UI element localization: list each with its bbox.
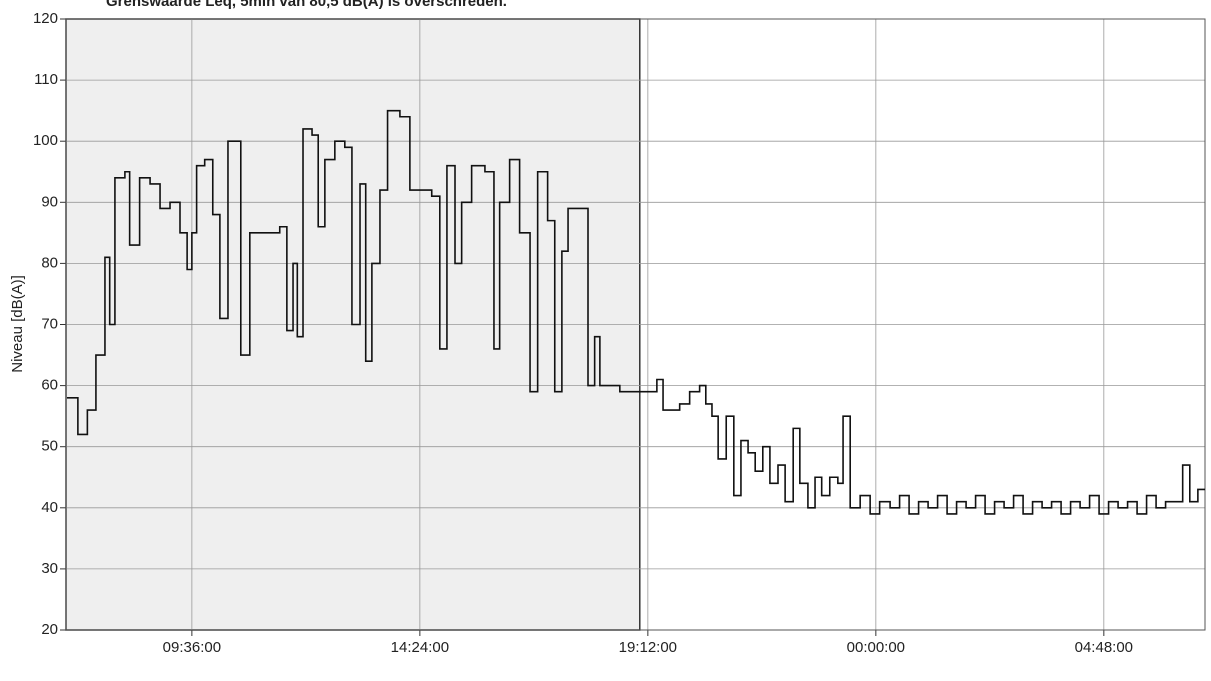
y-tick-label: 20 xyxy=(41,621,58,638)
y-tick-label: 60 xyxy=(41,377,58,394)
y-tick-label: 80 xyxy=(41,254,58,271)
y-tick-label: 90 xyxy=(41,193,58,210)
x-tick-label: 00:00:00 xyxy=(847,639,905,656)
y-tick-label: 110 xyxy=(34,71,58,88)
x-tick-label: 09:36:00 xyxy=(163,639,221,656)
chart-title: Grenswaarde Leq, 5min van 80,5 dB(A) is … xyxy=(106,0,507,10)
y-tick-label: 120 xyxy=(33,10,58,27)
y-tick-label: 50 xyxy=(41,438,58,455)
y-axis-label: Niveau [dB(A)] xyxy=(9,275,26,373)
x-tick-label: 19:12:00 xyxy=(619,639,677,656)
x-tick-label: 04:48:00 xyxy=(1075,639,1133,656)
x-tick-label: 14:24:00 xyxy=(391,639,449,656)
y-tick-label: 70 xyxy=(41,315,58,332)
plot-frame xyxy=(65,18,1206,631)
y-tick-label: 40 xyxy=(41,499,58,516)
data-line xyxy=(66,109,1205,515)
y-tick-label: 30 xyxy=(41,560,58,577)
y-tick-label: 100 xyxy=(33,132,58,149)
